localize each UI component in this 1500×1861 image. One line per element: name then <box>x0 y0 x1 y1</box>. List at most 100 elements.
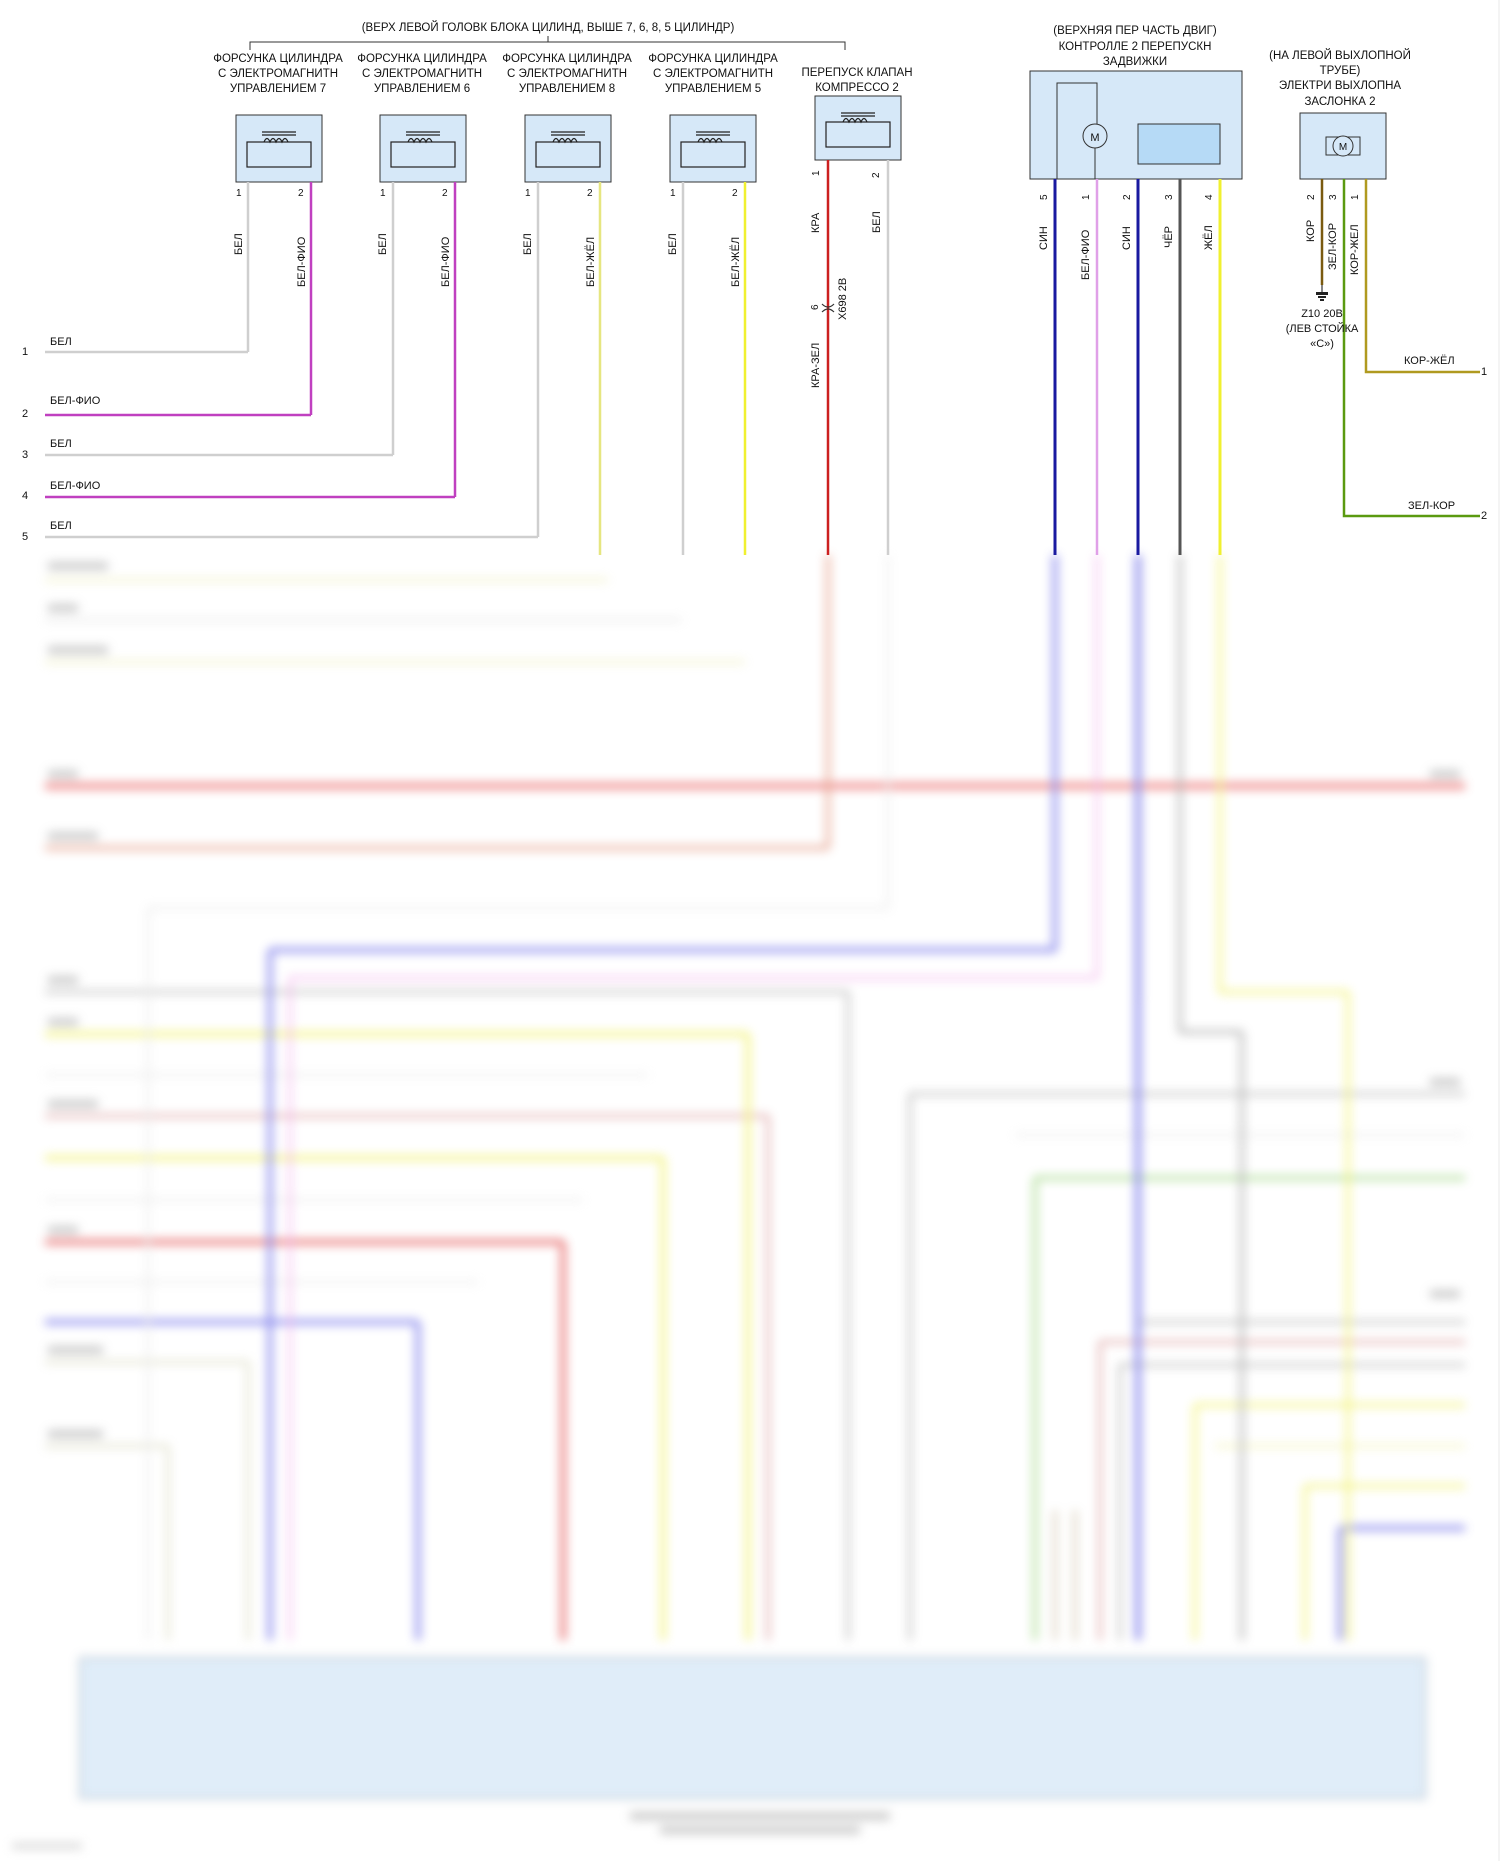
bypass-valve-title-line1: ПЕРЕПУСК КЛАПАН <box>801 67 912 79</box>
injector-title-line3: УПРАВЛЕНИЕМ 6 <box>374 83 470 95</box>
bypass-valve-body <box>814 95 902 161</box>
injector-title-line2: С ЭЛЕКТРОМАГНИТН <box>507 68 627 80</box>
injector-5-wire-1-label: БЕЛ <box>667 233 679 255</box>
controller-pin-4: 4 <box>1204 194 1215 200</box>
injector-5-pin-2: 2 <box>732 188 738 199</box>
injector-6-body <box>379 114 467 183</box>
motor-icon <box>1332 135 1354 157</box>
solenoid-coil-icon <box>246 131 312 168</box>
right-wire-2-label: ЗЕЛ-КОР <box>1408 500 1455 512</box>
ground-label-line3: «С») <box>1310 338 1334 350</box>
injector-6-wire-1-label: БЕЛ <box>377 233 389 255</box>
right-wire-1-number: 1 <box>1481 366 1487 378</box>
injector-7-pin-1: 1 <box>236 188 242 199</box>
solenoid-coil-icon <box>825 112 891 148</box>
bypass-valve-title-line2: КОМПРЕССО 2 <box>815 82 899 94</box>
exhaust-flap-wire-2-label: КОР <box>1305 220 1317 242</box>
inline-connector-label: X698 2B <box>837 278 849 320</box>
blurred-lower-section <box>12 555 1465 1849</box>
controller-wire-1-label: БЕЛ-ФИО <box>1080 229 1092 280</box>
bypass-valve-compressor-2: ПЕРЕПУСК КЛАПАН КОМПРЕССО 2 1 2 КРА БЕЛ … <box>801 67 913 555</box>
inline-connector-pin: 6 <box>810 304 821 310</box>
position-sensor-icon <box>1137 123 1221 165</box>
injector-title-line1: ФОРСУНКА ЦИЛИНДРА <box>213 53 343 65</box>
injector-8-pin-1: 1 <box>525 188 531 199</box>
injector-title-line3: УПРАВЛЕНИЕМ 8 <box>519 83 615 95</box>
left-wire-2-label: БЕЛ-ФИО <box>50 395 101 407</box>
exhaust-flap-title-line2: ТРУБЕ) <box>1320 65 1361 77</box>
injector-6-wire-2-label: БЕЛ-ФИО <box>440 236 452 287</box>
injector-5-body <box>669 114 757 183</box>
exhaust-flap-pin-3: 3 <box>1328 194 1339 200</box>
bypass-valve-pin-2: 2 <box>871 172 882 178</box>
injector-6-pin-2: 2 <box>442 188 448 199</box>
injector-8: ФОРСУНКА ЦИЛИНДРА С ЭЛЕКТРОМАГНИТН УПРАВ… <box>502 53 632 555</box>
exhaust-flap-wire-pin-1 <box>1364 179 1480 374</box>
exhaust-flap-wire-1-label: КОР-ЖЕЛ <box>1349 224 1361 275</box>
left-wire-3-number: 3 <box>22 449 28 461</box>
controller-wire-3-label: ЧЁР <box>1163 226 1175 248</box>
exhaust-flap-wire-3-label: ЗЕЛ-КОР <box>1327 223 1339 270</box>
left-wire-1-label: БЕЛ <box>50 336 72 348</box>
injector-8-wire-1-label: БЕЛ <box>522 233 534 255</box>
injector-7: ФОРСУНКА ЦИЛИНДРА С ЭЛЕКТРОМАГНИТН УПРАВ… <box>213 53 343 415</box>
bypass-gate-controller-2: (ВЕРХНЯЯ ПЕР ЧАСТЬ ДВИГ) КОНТРОЛЛЕ 2 ПЕР… <box>1029 25 1243 555</box>
left-wire-terminals: 1 2 3 4 5 БЕЛ БЕЛ-ФИО БЕЛ БЕЛ-ФИО БЕЛ <box>22 336 538 543</box>
injector-7-wire-2-label: БЕЛ-ФИО <box>296 236 308 287</box>
injector-title-line2: С ЭЛЕКТРОМАГНИТН <box>653 68 773 80</box>
left-wire-5-label: БЕЛ <box>50 520 72 532</box>
exhaust-flap-title-line3: ЭЛЕКТРИ ВЫХЛОПНА <box>1279 80 1402 92</box>
solenoid-coil-icon <box>535 131 601 168</box>
controller-pin-3: 3 <box>1164 194 1175 200</box>
left-wire-1-number: 1 <box>22 346 28 358</box>
injector-8-wire-2-label: БЕЛ-ЖЁЛ <box>585 237 597 287</box>
controller-pin-1: 1 <box>1081 194 1092 200</box>
left-wire-3-label: БЕЛ <box>50 438 72 450</box>
injector-title-line1: ФОРСУНКА ЦИЛИНДРА <box>357 53 487 65</box>
controller-wire-4-label: ЖЁЛ <box>1203 225 1215 250</box>
solenoid-coil-icon <box>390 131 456 168</box>
exhaust-flap-title-line1: (НА ЛЕВОЙ ВЫХЛОПНОЙ <box>1269 49 1411 62</box>
exhaust-flap-pin-2: 2 <box>1306 194 1317 200</box>
controller-pin-2: 2 <box>1122 194 1133 200</box>
left-wire-4-number: 4 <box>22 490 28 502</box>
left-wire-4-label: БЕЛ-ФИО <box>50 480 101 492</box>
motor-symbol: M <box>1090 132 1099 144</box>
injector-title-line2: С ЭЛЕКТРОМАГНИТН <box>362 68 482 80</box>
injector-7-body <box>235 114 323 183</box>
controller-pin-5: 5 <box>1039 194 1050 200</box>
injector-title-line3: УПРАВЛЕНИЕМ 7 <box>230 83 326 95</box>
injector-8-pin-2: 2 <box>587 188 593 199</box>
right-wire-1-label: КОР-ЖЁЛ <box>1404 355 1455 367</box>
controller-title-line1: (ВЕРХНЯЯ ПЕР ЧАСТЬ ДВИГ) <box>1053 25 1217 37</box>
exhaust-flap-wire-pin-3 <box>1342 179 1480 518</box>
right-wire-2-number: 2 <box>1481 510 1487 522</box>
injectors-group-bracket <box>249 36 846 50</box>
injector-5: ФОРСУНКА ЦИЛИНДРА С ЭЛЕКТРОМАГНИТН УПРАВ… <box>648 53 778 555</box>
controller-motor-lead <box>1056 82 1098 179</box>
injector-8-body <box>524 114 612 183</box>
controller-title-line3: ЗАДВИЖКИ <box>1103 56 1167 68</box>
injector-5-wire-2-label: БЕЛ-ЖЁЛ <box>730 237 742 287</box>
injector-7-wire-1-label: БЕЛ <box>233 233 245 255</box>
injector-title-line1: ФОРСУНКА ЦИЛИНДРА <box>502 53 632 65</box>
ground-label-line1: Z10 20B <box>1301 308 1343 320</box>
exhaust-motor-symbol: M <box>1339 142 1347 153</box>
injector-6-pin-1: 1 <box>380 188 386 199</box>
bypass-valve-wire-2-label: БЕЛ <box>871 211 883 233</box>
exhaust-flap-2: (НА ЛЕВОЙ ВЫХЛОПНОЙ ТРУБЕ) ЭЛЕКТРИ ВЫХЛО… <box>1269 49 1487 522</box>
left-wire-2-number: 2 <box>22 408 28 420</box>
exhaust-flap-title-line4: ЗАСЛОНКА 2 <box>1304 96 1375 108</box>
injector-7-pin-2: 2 <box>298 188 304 199</box>
left-wire-5-number: 5 <box>22 531 28 543</box>
bypass-valve-pin-1: 1 <box>811 170 822 176</box>
controller-title-line2: КОНТРОЛЛЕ 2 ПЕРЕПУСКН <box>1059 41 1212 53</box>
ground-label-line2: (ЛЕВ СТОЙКА <box>1286 322 1359 335</box>
injector-title-line2: С ЭЛЕКТРОМАГНИТН <box>218 68 338 80</box>
ground-icon <box>1316 285 1328 301</box>
bypass-valve-wire-1-after-label: КРА-ЗЕЛ <box>810 343 822 388</box>
injector-5-pin-1: 1 <box>670 188 676 199</box>
injector-title-line3: УПРАВЛЕНИЕМ 5 <box>665 83 761 95</box>
